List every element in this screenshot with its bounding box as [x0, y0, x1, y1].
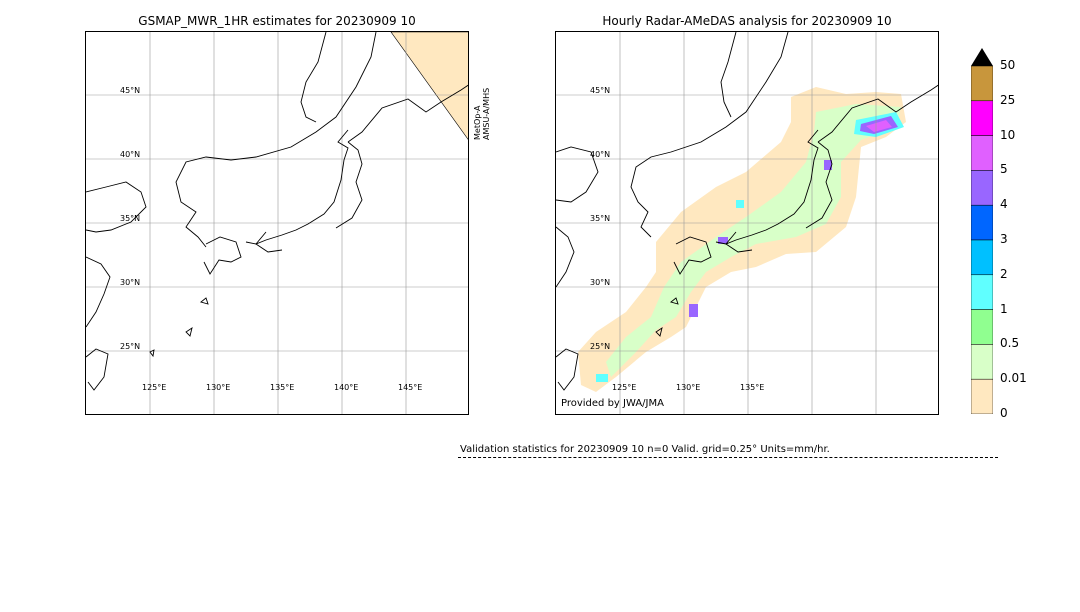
radar-intense-cell: [866, 120, 892, 132]
colorbar-segment: [971, 239, 993, 276]
colorbar-segment: [971, 378, 993, 414]
left-map-title: GSMAP_MWR_1HR estimates for 20230909 10: [138, 14, 416, 28]
right-map-canvas: [556, 32, 938, 414]
satellite-label-amsu: AMSU-A/MHS: [482, 87, 491, 140]
left-lon-label-125: 125°E: [142, 383, 167, 392]
colorbar-tick-label: 50: [1000, 58, 1016, 72]
right-lon-label-130: 130°E: [676, 383, 701, 392]
left-lat-label-45: 45°N: [120, 86, 141, 95]
radar-light-rain-area: [606, 104, 901, 377]
colorbar-segment: [971, 309, 993, 345]
colorbar-tick-label: 10: [1000, 127, 1016, 142]
right-coastlines: [556, 32, 938, 391]
left-coastlines: [86, 32, 468, 391]
colorbar-segment: [971, 170, 993, 206]
left-lon-label-130: 130°E: [206, 383, 231, 392]
left-gridlines: [86, 32, 468, 414]
radar-cell-kyushu: [689, 304, 698, 317]
left-map-canvas: [86, 32, 468, 414]
colorbar: [971, 48, 993, 414]
colorbar-extend-triangle: [971, 48, 993, 66]
left-lon-label-135: 135°E: [270, 383, 295, 392]
validation-stats: Validation statistics for 20230909 10 n=…: [460, 444, 830, 455]
radar-cell-shikoku: [718, 237, 728, 244]
colorbar-tick-label: 25: [1000, 92, 1016, 107]
colorbar-tick-label: 1: [1000, 301, 1008, 316]
left-lat-label-25: 25°N: [120, 342, 141, 351]
radar-cell-okinawa: [596, 374, 608, 382]
colorbar-tick-label: 5: [1000, 162, 1008, 177]
right-lon-label-135: 135°E: [740, 383, 765, 392]
colorbar-tick-label: 3: [1000, 232, 1008, 246]
colorbar-segment: [971, 135, 993, 171]
left-lat-label-30: 30°N: [120, 278, 141, 287]
colorbar-tick-label: 0.5: [1000, 336, 1020, 351]
right-lat-label-30: 30°N: [590, 278, 611, 287]
right-lat-label-25: 25°N: [590, 342, 611, 351]
left-map-panel: 45°N 40°N 35°N 30°N 25°N 125°E 130°E 135…: [85, 31, 469, 415]
colorbar-tick-label: 0: [1000, 406, 1008, 420]
colorbar-tick-label: 4: [1000, 197, 1008, 212]
right-lat-label-35: 35°N: [590, 214, 611, 223]
right-gridlines: [556, 32, 938, 414]
right-map-panel: 45°N 40°N 35°N 30°N 25°N 125°E 130°E 135…: [555, 31, 939, 415]
right-map-title: Hourly Radar-AMeDAS analysis for 2023090…: [602, 14, 892, 28]
satellite-swath-area: [390, 32, 468, 140]
radar-cell-chubu: [736, 200, 744, 208]
right-lon-label-125: 125°E: [612, 383, 637, 392]
right-lat-label-45: 45°N: [590, 86, 611, 95]
colorbar-segment: [971, 274, 993, 310]
colorbar-segment: [971, 204, 993, 241]
colorbar-segment: [971, 100, 993, 136]
left-lat-label-35: 35°N: [120, 214, 141, 223]
left-lon-label-145: 145°E: [398, 383, 423, 392]
satellite-label-metop: MetOp-A: [473, 105, 482, 140]
colorbar-tick-label: 2: [1000, 266, 1008, 281]
left-lat-label-40: 40°N: [120, 150, 141, 159]
colorbar-segment: [971, 65, 993, 102]
radar-cell-tohoku: [824, 160, 832, 170]
right-lat-label-40: 40°N: [590, 150, 611, 159]
colorbar-tick-label: 0.01: [1000, 371, 1027, 386]
stats-underline: [458, 457, 998, 458]
colorbar-segment: [971, 344, 993, 380]
provider-credit: Provided by JWA/JMA: [561, 398, 664, 409]
left-lon-label-140: 140°E: [334, 383, 359, 392]
